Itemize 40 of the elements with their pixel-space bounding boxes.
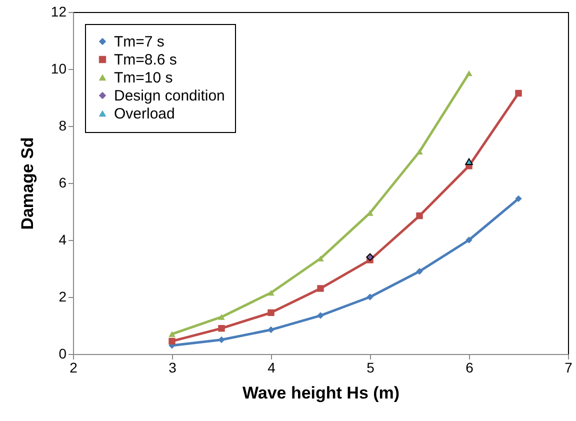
point bbox=[218, 314, 225, 320]
x-tick-label: 6 bbox=[466, 360, 474, 376]
x-tick-label: 5 bbox=[366, 360, 375, 376]
legend-label: Tm=7 s bbox=[114, 34, 164, 50]
y-tick-label: 6 bbox=[58, 174, 67, 190]
point bbox=[268, 290, 274, 296]
point bbox=[366, 253, 374, 261]
point bbox=[317, 285, 324, 292]
x-tick-label: 4 bbox=[268, 360, 276, 376]
point bbox=[416, 212, 423, 220]
point bbox=[515, 195, 522, 202]
point bbox=[416, 148, 423, 155]
point bbox=[465, 158, 473, 166]
point bbox=[366, 294, 374, 300]
point bbox=[416, 268, 423, 275]
point bbox=[168, 331, 176, 337]
x-axis-title: Wave height Hs (m) bbox=[242, 384, 400, 402]
x-tick-label: 2 bbox=[70, 360, 78, 376]
point bbox=[268, 326, 274, 334]
y-tick-label: 0 bbox=[58, 346, 67, 362]
point bbox=[466, 236, 472, 244]
y-tick-label: 4 bbox=[58, 232, 67, 248]
point bbox=[218, 324, 225, 332]
legend-label: Design condition bbox=[114, 88, 225, 104]
point bbox=[515, 90, 522, 97]
y-tick-label: 8 bbox=[58, 118, 67, 134]
y-tick-label: 2 bbox=[58, 288, 67, 304]
x-tick-label: 7 bbox=[564, 360, 573, 376]
point bbox=[218, 336, 225, 344]
point bbox=[268, 309, 274, 316]
y-tick-label: 12 bbox=[50, 4, 67, 20]
legend-label: Tm=8.6 s bbox=[114, 52, 177, 68]
point bbox=[466, 70, 472, 76]
legend-label: Tm=10 s bbox=[114, 70, 173, 86]
legend-label: Overload bbox=[114, 106, 175, 122]
point bbox=[317, 312, 324, 319]
point bbox=[168, 338, 176, 345]
y-axis-title: Damage Sd bbox=[18, 137, 37, 230]
y-tick-label: 10 bbox=[50, 60, 67, 76]
x-tick-label: 3 bbox=[168, 360, 177, 376]
